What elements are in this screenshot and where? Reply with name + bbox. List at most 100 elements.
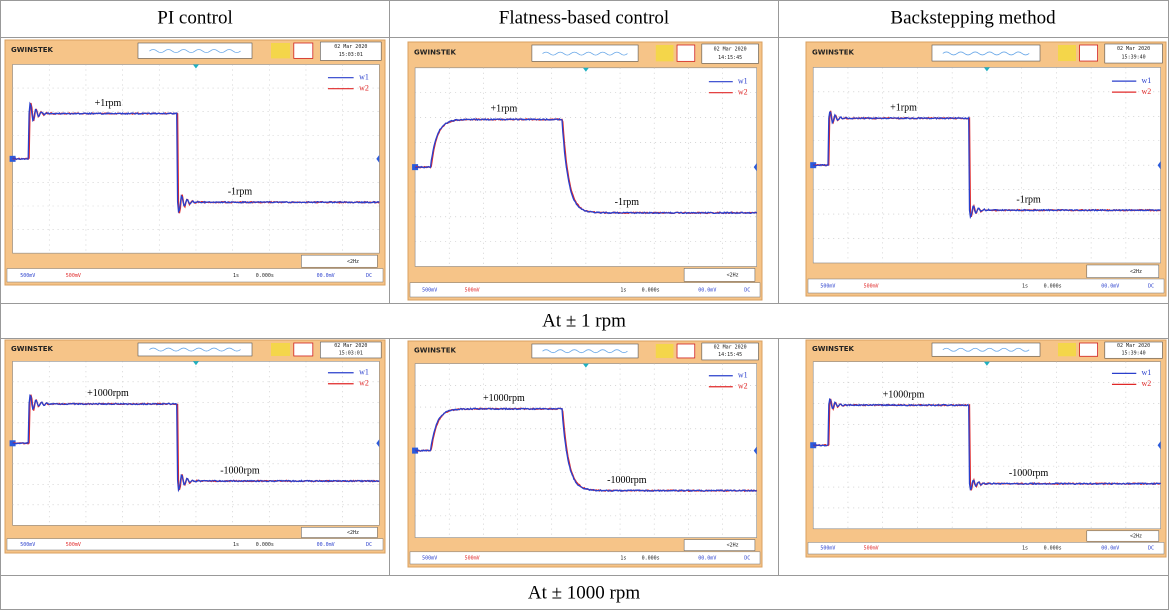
high-label: +1000rpm (483, 393, 525, 404)
scope-freq-box (1087, 531, 1159, 541)
scope-coupling: DC (744, 287, 750, 293)
scope-freq: <2Hz (1130, 269, 1142, 275)
scope-freq-box (684, 268, 755, 281)
scope-time: 15:03:01 (339, 350, 363, 356)
oscilloscope-screenshot: GWINSTEK 02 Mar 2020 14:15:45 +1rpm -1rpm w1 w… (408, 42, 762, 300)
scope-coupling: DC (366, 273, 372, 279)
row-caption: At ± 1000 rpm (528, 582, 641, 603)
low-label: -1rpm (228, 187, 253, 198)
scope-brand: GWINSTEK (812, 48, 855, 56)
scope-date: 02 Mar 2020 (334, 343, 367, 349)
scope-brand: GWINSTEK (414, 49, 457, 57)
scope-brand: GWINSTEK (414, 346, 457, 354)
scope-status-box (1058, 343, 1076, 356)
high-label: +1000rpm (87, 388, 129, 399)
scope-coupling: DC (744, 555, 750, 561)
low-label: -1000rpm (607, 475, 647, 486)
scope-time: 15:39:40 (1122, 55, 1146, 61)
scope-ch2: 500mV (864, 283, 879, 289)
scope-ch2: 500mV (66, 273, 81, 279)
legend-label: w1 (1141, 76, 1151, 85)
scope-trigger-box (1080, 343, 1098, 356)
legend-label: w2 (1141, 87, 1151, 96)
scope-trigger-box (677, 344, 695, 358)
scope-freq: <2Hz (1130, 534, 1142, 540)
scope-date: 02 Mar 2020 (1117, 343, 1150, 349)
scope-trigger: 00.0mV (317, 542, 335, 548)
scope-ch2: 500mV (465, 287, 480, 293)
column-header: Flatness-based control (499, 7, 669, 28)
scope-ch1: 500mV (422, 287, 437, 293)
scope-brand: GWINSTEK (11, 345, 54, 353)
scope-timebase: 1s (620, 287, 626, 293)
page: {"header": ["PI control", "Flatness-base… (0, 0, 1169, 610)
scope-coupling: DC (1148, 546, 1154, 552)
scope-freq-box (684, 540, 755, 551)
scope-time: 15:39:40 (1122, 351, 1146, 357)
scope-trigger: 00.0mV (1101, 283, 1119, 289)
scope-trigger: 00.0mV (317, 273, 335, 279)
scope-timebase: 1s (233, 273, 239, 279)
legend-label: w2 (359, 84, 369, 93)
legend-label: w1 (359, 73, 369, 82)
scope-ch1: 500mV (820, 546, 835, 552)
scope-trigger-box (294, 343, 313, 356)
scope-coupling: DC (366, 542, 372, 548)
oscilloscope-screenshot: GWINSTEK02 Mar 202015:03:01+1rpm-1rpmw1w… (5, 40, 385, 285)
low-label: -1rpm (615, 197, 640, 208)
row-caption: At ± 1 rpm (542, 310, 626, 331)
legend-label: w2 (359, 379, 369, 388)
scope-offset: 0.000s (642, 555, 660, 561)
scope-ch1: 500mV (820, 283, 835, 289)
figure-table: PI control Flatness-based control Backst… (0, 0, 1169, 610)
low-label: -1rpm (1016, 194, 1041, 205)
scope-time: 14:15:45 (718, 55, 742, 61)
scope-freq-box (1087, 265, 1159, 278)
legend-label: w1 (1141, 368, 1151, 377)
scope-ch1: 500mV (422, 555, 437, 561)
scope-time: 14:15:45 (718, 352, 742, 358)
legend-label: w1 (359, 368, 369, 377)
high-label: +1rpm (491, 104, 518, 115)
legend-label: w2 (738, 382, 748, 391)
column-header: PI control (157, 7, 232, 28)
scope-trigger-box (294, 43, 313, 58)
high-label: +1000rpm (883, 389, 925, 400)
scope-offset: 0.000s (642, 287, 660, 293)
scope-date: 02 Mar 2020 (714, 46, 747, 52)
scope-status-box (656, 45, 674, 61)
scope-brand: GWINSTEK (11, 46, 54, 54)
scope-timebase: 1s (1022, 283, 1028, 289)
scope-trigger: 00.0mV (1101, 546, 1119, 552)
scope-offset: 0.000s (256, 273, 274, 279)
scope-timebase: 1s (620, 555, 626, 561)
scope-timebase: 1s (233, 542, 239, 548)
scope-offset: 0.000s (256, 542, 274, 548)
scope-freq: <2Hz (347, 530, 359, 536)
scope-freq: <2Hz (727, 273, 739, 279)
column-header: Backstepping method (890, 7, 1056, 28)
legend-label: w2 (738, 88, 748, 97)
scope-status-box (271, 343, 290, 356)
scope-trigger: 00.0mV (698, 555, 716, 561)
scope-trigger-box (677, 45, 695, 61)
scope-freq: <2Hz (347, 259, 359, 265)
scope-ch1: 500mV (20, 273, 35, 279)
low-label: -1000rpm (1009, 468, 1049, 479)
scope-time: 15:03:01 (339, 52, 363, 58)
legend-label: w1 (738, 77, 748, 86)
scope-freq-box (301, 527, 377, 537)
scope-coupling: DC (1148, 283, 1154, 289)
scope-ch2: 500mV (465, 555, 480, 561)
legend-label: w2 (1141, 379, 1151, 388)
legend-label: w1 (738, 371, 748, 380)
scope-status-box (1058, 45, 1076, 61)
scope-timebase: 1s (1022, 546, 1028, 552)
scope-offset: 0.000s (1044, 283, 1062, 289)
oscilloscope-screenshot: GWINSTEK02 Mar 202015:03:01+1000rpm-1000… (5, 340, 385, 553)
scope-freq-box (301, 255, 377, 267)
high-label: +1rpm (890, 103, 917, 114)
scope-offset: 0.000s (1044, 546, 1062, 552)
scope-freq: <2Hz (727, 543, 739, 549)
scope-ch2: 500mV (864, 546, 879, 552)
